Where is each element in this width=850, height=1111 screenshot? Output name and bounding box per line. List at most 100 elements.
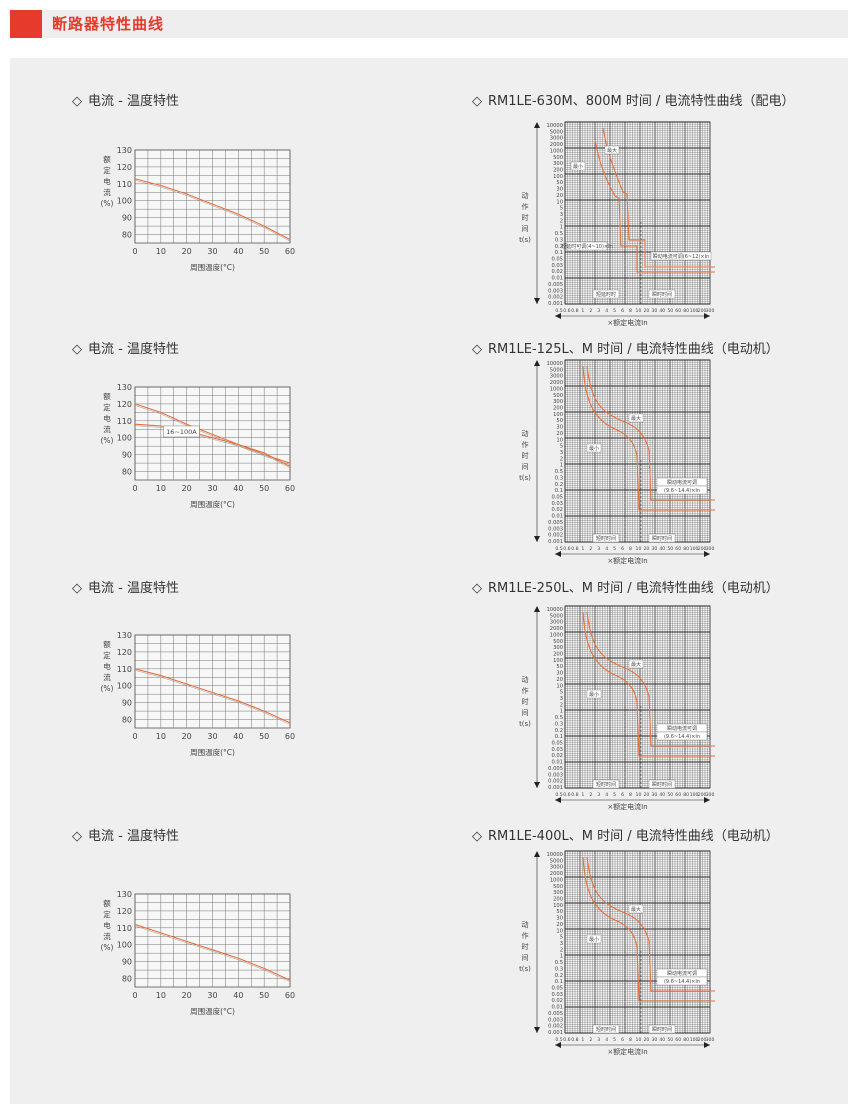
curve-max [602,127,715,268]
x-tick-label: 0.8 [571,546,578,552]
y-axis-label: t(s) [519,474,531,482]
current-temperature-chart-3: 80 90 100 110 120 130 0 10 20 30 40 50 60 额定电流 (%) 周围温度… [101,631,296,757]
x-tick-label: 0 [132,484,137,493]
label-instant-range: 瞬动电流可调 [667,970,697,977]
label-instant-multiple-box [656,976,708,986]
label-short-time: 短时时间 [596,1026,616,1033]
y-axis-label: 电 [103,176,111,186]
y-tick-label: 100 [117,682,132,691]
y-tick-label: 500 [553,393,563,399]
y-tick-label: 3 [560,696,563,702]
label-min-box [586,443,602,453]
y-tick-label: 110 [117,180,132,189]
x-tick-label: 2 [589,1037,592,1043]
label-max: 最大 [631,661,641,668]
left-section-title-3: ◇ 电流 - 温度特性 [72,581,179,596]
diamond-outline-icon: ◇ [472,581,482,596]
label-short-time-box [592,533,620,543]
y-tick-label: 20 [556,922,563,928]
x-tick-label: 10 [156,247,166,256]
y-axis-label: 作 [522,202,529,211]
series-line-1 [134,923,291,981]
y-tick-label: 0.002 [548,295,563,301]
y-tick-label: 5 [560,206,563,212]
x-arrow-head-right [704,797,710,803]
y-tick-label: 0.3 [555,721,563,727]
y-tick-label: 110 [117,924,132,933]
y-tick-label: 1 [560,709,563,715]
y-arrow-head-top [534,360,540,366]
y-tick-label: 80 [122,468,132,477]
y-tick-label: 0.05 [551,986,563,992]
series-shadow-1 [134,925,291,982]
x-tick-label: 100 [690,1037,699,1043]
label-max-box [628,904,644,914]
y-axis-label: t(s) [519,236,531,244]
y-tick-label: 120 [117,907,132,916]
x-arrow-head-left [555,797,561,803]
y-tick-label: 20 [556,431,563,437]
y-tick-label: 2 [560,947,563,953]
series-shadow-2 [134,425,291,469]
y-axis-label: 间 [522,709,529,717]
x-tick-label: 0 [132,991,137,1000]
y-tick-label: 50 [556,909,563,915]
x-axis-label: ×额定电流In [607,802,647,811]
series-shadow-1 [134,670,291,725]
curve-max [586,611,715,747]
y-tick-label: 3 [560,212,563,218]
page-title: 断路器特性曲线 [52,15,165,33]
y-arrow-head-top [534,851,540,857]
x-tick-label: 60 [285,732,295,741]
x-tick-label: 50 [667,546,673,552]
label-instant-time-box [648,289,676,299]
x-tick-label: 4 [605,1037,608,1043]
y-axis-label: 作 [522,931,529,940]
y-tick-label: 0.03 [551,747,563,753]
y-tick-label: 200 [553,652,563,658]
x-tick-label: 40 [233,484,243,493]
y-axis-label: 动 [522,429,529,438]
x-tick-label: 300 [706,792,715,798]
x-tick-label: 8 [629,792,632,798]
label-instant-time: 瞬时时间 [652,781,672,788]
y-axis-label: 额 [103,898,111,908]
y-axis-label: (%) [101,199,114,208]
y-tick-label: 0.05 [551,495,563,501]
x-tick-label: 2 [589,308,592,314]
y-axis-label: 动 [522,191,529,200]
y-tick-label: 2000 [550,380,563,386]
x-arrow-head-right [704,551,710,557]
y-tick-label: 10 [556,683,563,689]
current-temperature-chart-1: 80 90 100 110 120 130 0 10 20 30 40 50 60 额定电流 (%) 周围温度… [101,146,296,272]
series-line-1 [134,668,291,724]
y-axis-label: 时 [522,213,529,222]
x-tick-label: 100 [690,792,699,798]
x-tick-label: 60 [285,247,295,256]
x-axis-label: 周围温度(°C) [190,262,235,272]
x-tick-label: 200 [698,546,707,552]
x-tick-label: 60 [675,546,681,552]
y-tick-label: 200 [553,168,563,174]
x-tick-label: 3 [597,792,600,798]
label-short-time-box [592,1024,620,1034]
diamond-outline-icon: ◇ [472,829,482,844]
series-line-2 [134,423,291,467]
y-tick-label: 2 [560,456,563,462]
y-tick-label: 300 [553,399,563,405]
y-tick-label: 0.001 [548,301,563,307]
left-section-title-4: ◇ 电流 - 温度特性 [72,829,179,844]
x-tick-label: 200 [698,308,707,314]
x-tick-label: 20 [182,991,192,1000]
label-instant-time: 瞬时时间 [652,535,672,542]
y-tick-label: 5 [560,690,563,696]
label-max-box [628,413,644,423]
y-tick-label: 10000 [546,123,563,129]
x-axis-label: ×额定电流In [607,318,647,327]
x-tick-label: 40 [659,308,665,314]
y-tick-label: 120 [117,163,132,172]
y-arrow-head-bottom [534,536,540,542]
x-axis-label: 周围温度(°C) [190,747,235,757]
x-tick-label: 1 [581,546,584,552]
y-tick-label: 1 [560,954,563,960]
